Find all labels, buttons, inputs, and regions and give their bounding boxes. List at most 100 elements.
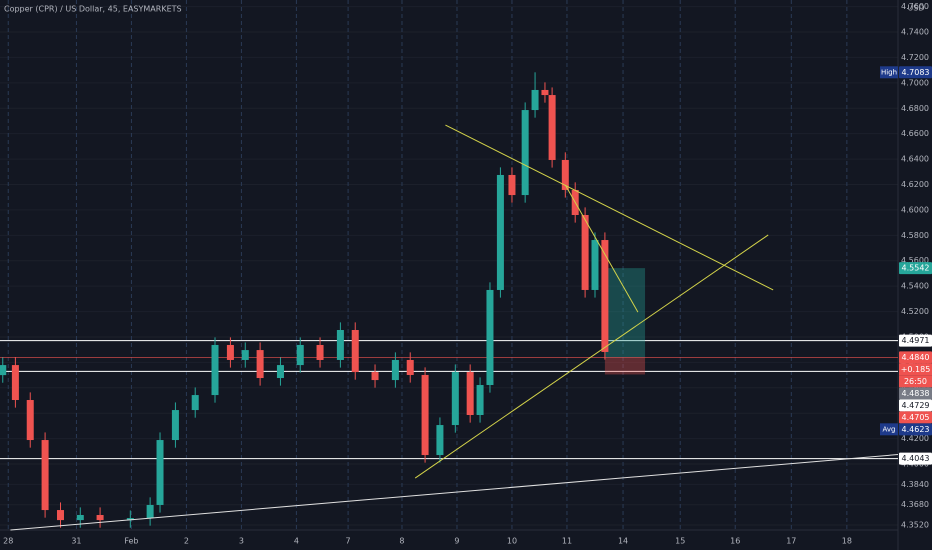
candle-body [146, 504, 154, 519]
price-label-text: 4.4838 [902, 389, 930, 398]
y-tick-label: 4.6000 [901, 205, 929, 214]
trend-line [445, 124, 774, 291]
y-tick-label: 4.6400 [901, 155, 929, 164]
price-label [899, 399, 932, 412]
candle-body [391, 359, 399, 381]
price-label [899, 411, 932, 424]
x-tick-label: 11 [562, 537, 572, 546]
price-label-text: 4.5542 [902, 264, 930, 273]
x-tick-label: 28 [3, 537, 13, 546]
price-label [899, 351, 932, 364]
candle-body [171, 410, 179, 441]
x-tick-label: 7 [346, 537, 351, 546]
candle-body [256, 350, 264, 379]
x-tick-label: 3 [239, 537, 244, 546]
candle-body [531, 89, 539, 111]
candle-body [76, 515, 84, 521]
y-tick-label: 4.5200 [901, 307, 929, 316]
candle-body [316, 344, 324, 360]
candle-body [211, 344, 219, 396]
price-label-sub [899, 375, 932, 388]
candle-body [296, 344, 304, 366]
candle-body [126, 518, 134, 521]
candle-body [241, 350, 249, 360]
candle-body [466, 372, 474, 416]
candle-body [541, 89, 549, 96]
x-tick-label: 2 [184, 537, 189, 546]
candle-body [486, 289, 494, 386]
y-tick-label: 4.6200 [901, 180, 929, 189]
x-tick-label: Feb [124, 537, 138, 546]
candle-body [508, 174, 516, 196]
price-label-text: 4.4043 [902, 454, 930, 463]
candle-body [581, 214, 589, 290]
candle-body [548, 95, 556, 160]
price-label-text: 4.7083 [902, 68, 930, 77]
candle-body [156, 440, 164, 505]
y-tick-label: 4.4200 [901, 434, 929, 443]
candle-body [601, 240, 609, 352]
trend-line [564, 184, 639, 313]
y-tick-label: 4.5400 [901, 282, 929, 291]
y-tick-label: 4.3520 [901, 521, 929, 530]
x-tick-label: 8 [399, 537, 404, 546]
candle-body [96, 515, 104, 521]
price-label-text: 4.4840 [902, 353, 930, 362]
candle-body [11, 365, 19, 401]
candle-body [591, 240, 599, 290]
currency[interactable]: USD [907, 4, 924, 13]
y-tick-label: 4.7400 [901, 28, 929, 37]
candle-body [336, 329, 344, 360]
candle-body [0, 365, 7, 376]
candle-body [476, 385, 484, 416]
chart-title: Copper (CPR) / US Dollar, 45, EASYMARKET… [4, 5, 182, 14]
position-stop [604, 357, 646, 375]
candle-body [521, 110, 529, 196]
candle-body [26, 400, 34, 441]
candle-body [41, 440, 49, 511]
y-tick-label: 4.5800 [901, 231, 929, 240]
x-tick-label: 17 [786, 537, 796, 546]
candle-body [451, 372, 459, 426]
x-tick-label: 31 [71, 537, 81, 546]
y-tick-label: 4.3840 [901, 480, 929, 489]
candle-body [371, 372, 379, 381]
price-label-text: 4.4729 [902, 401, 930, 410]
candle-body [406, 359, 414, 375]
y-tick-label: 4.6800 [901, 104, 929, 113]
x-tick-label: 9 [454, 537, 459, 546]
x-tick-label: 18 [842, 537, 852, 546]
candle-body [436, 425, 444, 456]
x-tick-label: 10 [507, 537, 517, 546]
price-label-text: 4.4971 [902, 336, 930, 345]
candle-body [496, 174, 504, 290]
price-tag-text: High [881, 68, 897, 76]
price-label-text: 4.4705 [902, 413, 930, 422]
y-tick-label: 4.6600 [901, 129, 929, 138]
price-label [899, 387, 932, 400]
price-tag [880, 66, 898, 79]
candle-body [421, 374, 429, 456]
candle-body [56, 510, 64, 521]
y-tick-label: 4.7200 [901, 53, 929, 62]
price-label-sub-text: +0.185 [901, 365, 931, 374]
x-tick-label: 15 [675, 537, 685, 546]
y-tick-label: 4.3680 [901, 500, 929, 509]
y-tick-label: 4.7600 [901, 2, 929, 11]
price-tag-text: Avg [883, 425, 896, 433]
price-label-text: 4.4623 [902, 425, 930, 434]
position-target [604, 268, 646, 358]
x-tick-label: 14 [618, 537, 628, 546]
candle-body [351, 329, 359, 373]
price-label [899, 66, 932, 79]
price-label [899, 262, 932, 275]
candle-body [226, 344, 234, 360]
price-tag [880, 423, 898, 436]
price-label [899, 452, 932, 465]
x-tick-label: 16 [730, 537, 740, 546]
price-label-sub [899, 363, 932, 376]
price-label [899, 423, 932, 436]
trend-line [414, 234, 769, 479]
candle-body [276, 365, 284, 379]
